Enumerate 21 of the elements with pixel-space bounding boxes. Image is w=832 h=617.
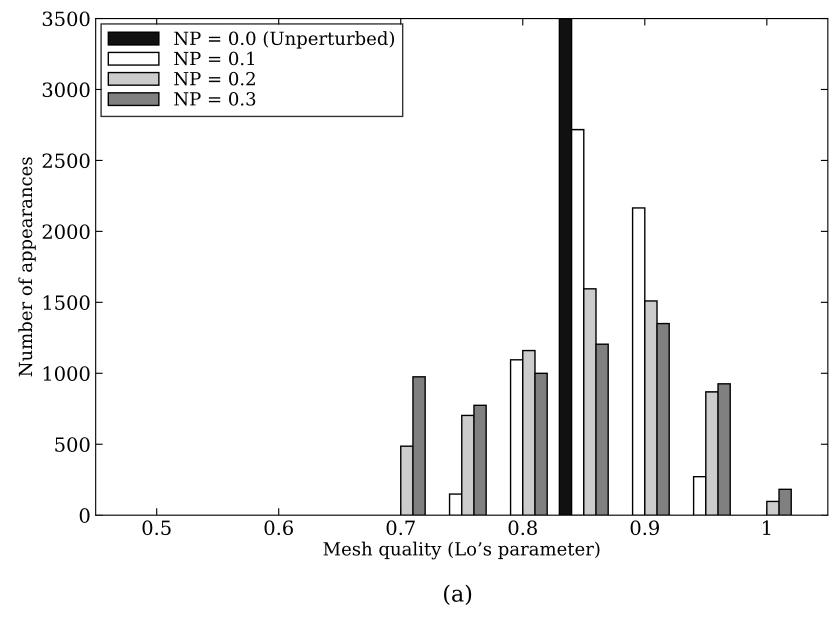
x-tick-label: 0.8 xyxy=(508,520,537,536)
x-tick-label: 0.6 xyxy=(264,520,293,536)
text: (a) xyxy=(444,584,472,605)
x-tick-label: 0.7 xyxy=(386,520,415,536)
y-tick-label: 2500 xyxy=(42,153,90,168)
legend-label: NP = 0.1 xyxy=(174,52,254,66)
legend-label: NP = 0.2 xyxy=(174,72,255,86)
y-tick-label: 2000 xyxy=(42,224,90,240)
legend-label: NP = 0.3 xyxy=(174,92,256,106)
y-axis-title: Number of appearances xyxy=(18,157,36,376)
y-tick-label: 0 xyxy=(80,508,90,523)
y-tick-label: 3000 xyxy=(42,82,90,98)
x-axis-title: Mesh quality (Lo’s parameter) xyxy=(324,542,600,560)
y-tick-label: 500 xyxy=(55,437,90,452)
y-tick-label: 1500 xyxy=(44,295,90,310)
y-tick-label: 1000 xyxy=(44,366,90,381)
x-tick-label: 0.9 xyxy=(630,520,659,536)
legend-label: NP = 0.0 (Unperturbed) xyxy=(174,31,394,49)
x-tick-label: 1 xyxy=(763,520,770,535)
y-tick-label: 3500 xyxy=(42,11,90,26)
x-tick-label: 0.5 xyxy=(142,520,171,536)
